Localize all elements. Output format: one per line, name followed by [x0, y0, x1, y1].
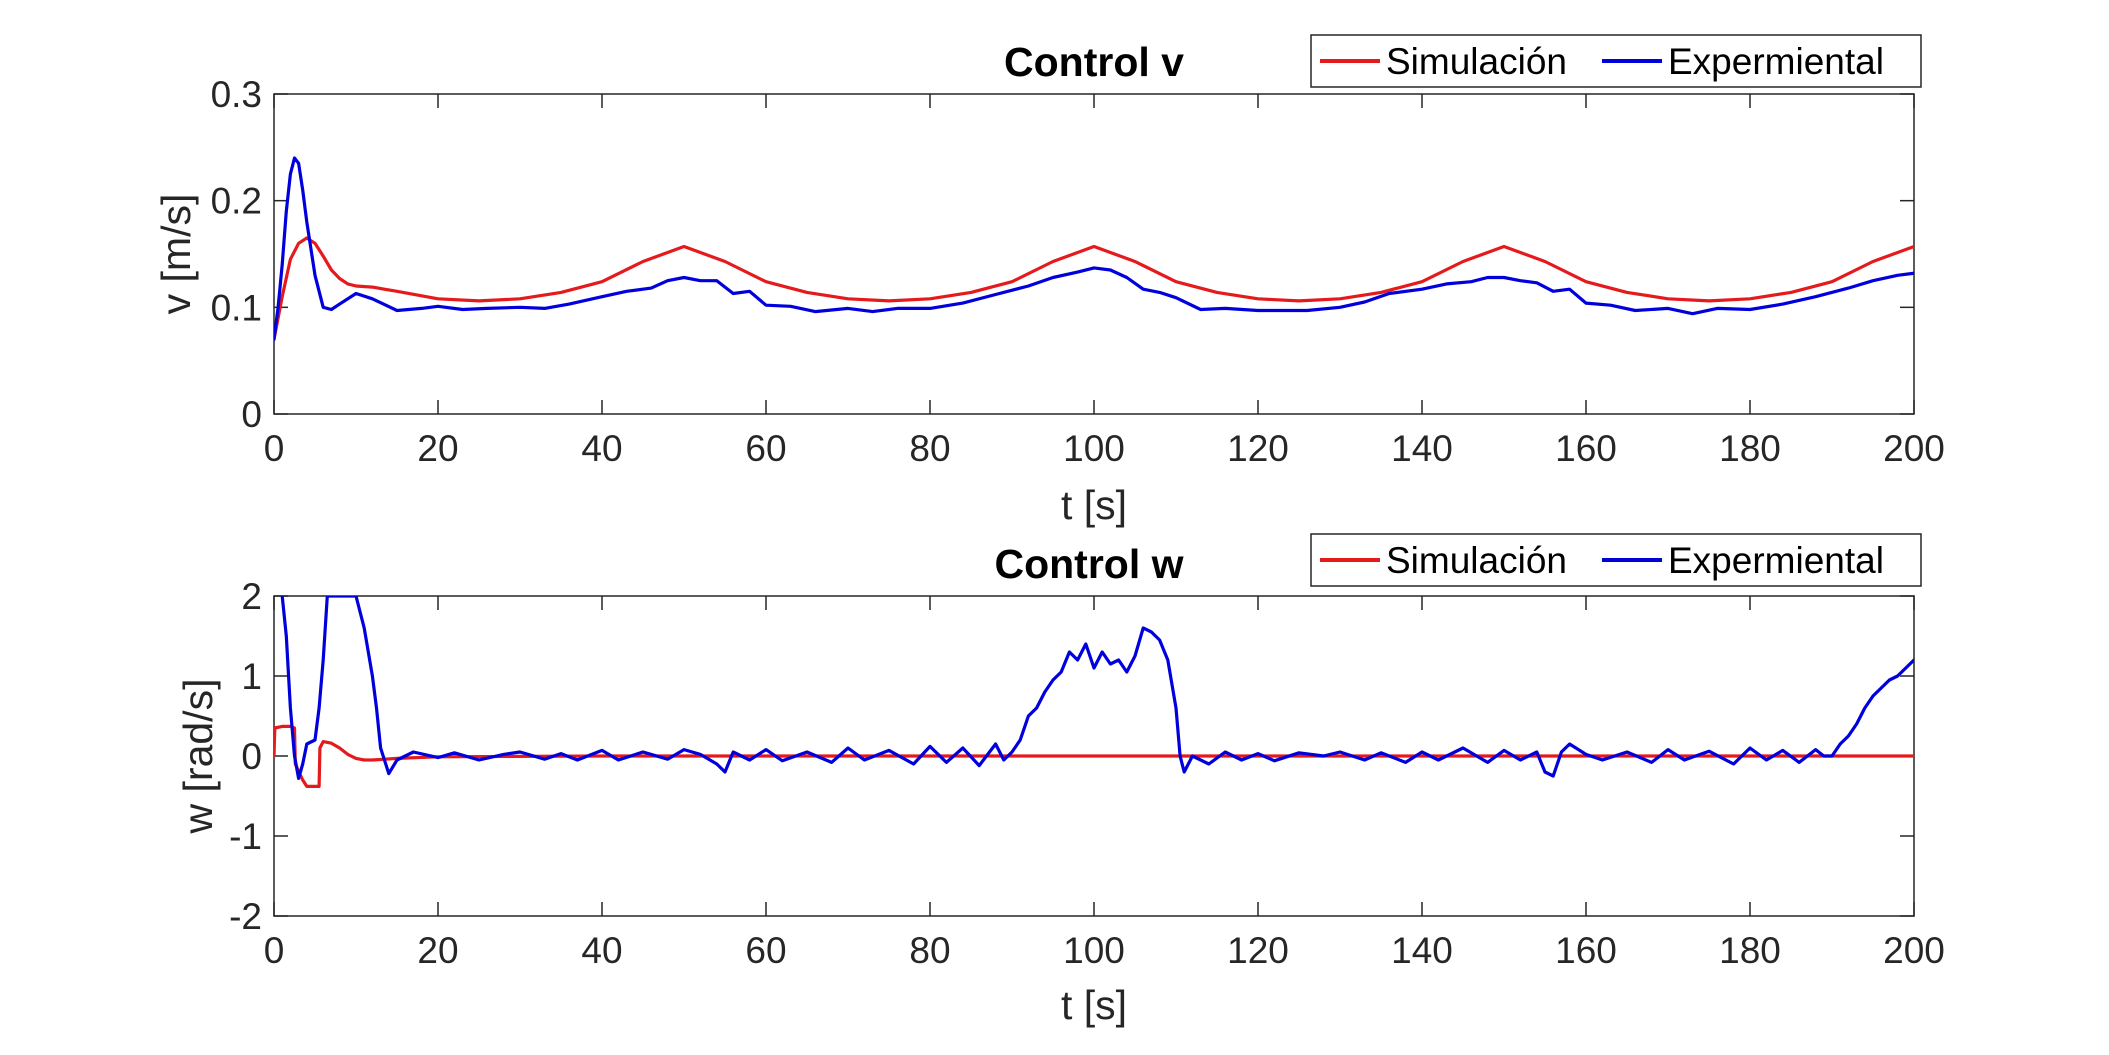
- y-tick-label-w: 2: [241, 576, 262, 617]
- x-tick-label-w: 80: [909, 930, 950, 971]
- subplot-control-w: Control w t [s] w [rad/s] 0 20 40 60 80 100 12…: [175, 533, 1945, 1028]
- x-tick-label-v: 80: [909, 428, 950, 469]
- x-tick-label-w: 100: [1063, 930, 1125, 971]
- x-tick-label-v: 160: [1555, 428, 1617, 469]
- x-axis-label-w: t [s]: [1061, 982, 1127, 1028]
- plot-area-v: [273, 93, 1915, 415]
- chart-title-w: Control w: [994, 541, 1183, 587]
- legend-label-simulacion-v: Simulación: [1386, 41, 1567, 82]
- series-line-expermiental-w: [280, 596, 1914, 781]
- series-line-simulacion-v: [274, 236, 1914, 341]
- chart-title-v: Control v: [1004, 39, 1184, 85]
- x-axis-label-v: t [s]: [1061, 482, 1127, 528]
- x-tick-label-w: 180: [1719, 930, 1781, 971]
- x-tick-label-w: 40: [581, 930, 622, 971]
- x-tick-label-v: 140: [1391, 428, 1453, 469]
- x-tick-label-v: 100: [1063, 428, 1125, 469]
- series-layer-w: [274, 596, 1914, 789]
- y-tick-label-w: -1: [229, 816, 262, 857]
- y-tick-label-w: 1: [241, 656, 262, 697]
- x-tick-label-v: 20: [417, 428, 458, 469]
- ticks-v: 0 20 40 60 80 100 120 140 160 180 200 0 0.1 0.2 0.3: [211, 74, 1945, 469]
- legend-label-expermiental-v: Expermiental: [1668, 41, 1884, 82]
- y-tick-label-w: 0: [241, 736, 262, 777]
- legend-w: Simulación Expermiental: [1310, 533, 1922, 587]
- x-tick-label-v: 200: [1883, 428, 1945, 469]
- ticks-w: 0 20 40 60 80 100 120 140 160 180 200 -2 -1 0 1 2: [229, 576, 1945, 971]
- legend-v: Simulación Expermiental: [1310, 34, 1922, 88]
- y-tick-label-w: -2: [229, 896, 262, 937]
- x-tick-label-v: 60: [745, 428, 786, 469]
- x-tick-label-w: 120: [1227, 930, 1289, 971]
- y-tick-label-v: 0.3: [211, 74, 262, 115]
- y-axis-label-w: w [rad/s]: [175, 679, 221, 835]
- x-tick-label-w: 20: [417, 930, 458, 971]
- series-layer-v: [274, 156, 1914, 341]
- x-tick-label-w: 200: [1883, 930, 1945, 971]
- x-tick-label-v: 40: [581, 428, 622, 469]
- series-line-expermiental-v: [274, 156, 1914, 341]
- x-tick-label-v: 0: [264, 428, 285, 469]
- y-axis-label-v: v [m/s]: [153, 194, 199, 315]
- x-tick-label-w: 0: [264, 930, 285, 971]
- x-tick-label-v: 120: [1227, 428, 1289, 469]
- x-tick-label-w: 60: [745, 930, 786, 971]
- x-tick-label-w: 160: [1555, 930, 1617, 971]
- legend-label-simulacion-w: Simulación: [1386, 540, 1567, 581]
- x-tick-label-v: 180: [1719, 428, 1781, 469]
- y-tick-label-v: 0.1: [211, 287, 262, 328]
- legend-label-expermiental-w: Expermiental: [1668, 540, 1884, 581]
- y-tick-label-v: 0.2: [211, 181, 262, 222]
- subplot-control-v: Control v t [s] v [m/s] 0 20 40 60 80 100 120 1…: [153, 34, 1945, 528]
- x-tick-label-w: 140: [1391, 930, 1453, 971]
- y-tick-label-v: 0: [241, 394, 262, 435]
